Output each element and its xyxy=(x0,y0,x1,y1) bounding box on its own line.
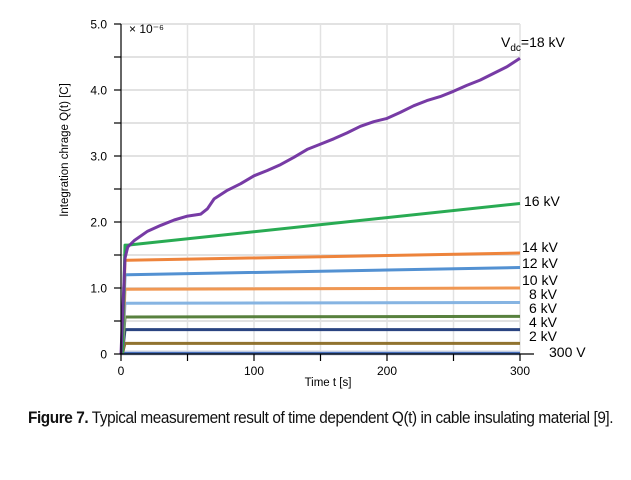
series-layer xyxy=(119,57,521,355)
tick-labels: 0 1.0 2.0 3.0 4.0 5.0 0 100 200 300 xyxy=(90,18,530,379)
x-tick-label: 300 xyxy=(510,364,530,378)
x-axis-title: Time t [s] xyxy=(305,377,352,389)
y-axis-title: Integration chrage Q(t) [C] xyxy=(59,83,71,217)
caption-label: Figure 7. xyxy=(28,409,89,427)
grid xyxy=(121,23,521,356)
y-tick-label: 1.0 xyxy=(90,282,107,296)
chart: × 10⁻⁶ Time t [s] Integration chrage Q(t… xyxy=(59,18,586,390)
series-label-6-kv: 6 kV xyxy=(529,300,558,316)
series-line-v-dc-18-kv xyxy=(119,57,521,355)
series-label-300-v: 300 V xyxy=(549,344,586,360)
series-label-18kv: Vdc=18 kV xyxy=(501,34,566,54)
series-label-10-kv: 10 kV xyxy=(522,272,558,288)
series-label-2-kv: 2 kV xyxy=(529,328,558,344)
figure-caption: Figure 7. Typical measurement result of … xyxy=(28,406,631,430)
y-tick-label: 2.0 xyxy=(90,216,107,230)
y-tick-label: 0 xyxy=(100,348,107,362)
series-label-12-kv: 12 kV xyxy=(522,255,558,271)
series-label-8-kv: 8 kV xyxy=(529,286,558,302)
x-tick-label: 0 xyxy=(118,364,125,378)
series-label-16-kv: 16 kV xyxy=(524,193,560,209)
axes xyxy=(114,23,534,361)
x-tick-label: 200 xyxy=(377,364,397,378)
y-tick-label: 3.0 xyxy=(90,150,107,164)
series-label-14-kv: 14 kV xyxy=(522,239,558,255)
y-tick-label: 5.0 xyxy=(90,18,107,32)
x-tick-label: 100 xyxy=(244,364,264,378)
y-multiplier-label: × 10⁻⁶ xyxy=(129,22,164,36)
series-label-4-kv: 4 kV xyxy=(529,314,558,330)
y-tick-label: 4.0 xyxy=(90,84,107,98)
caption-text: Typical measurement result of time depen… xyxy=(88,409,614,427)
